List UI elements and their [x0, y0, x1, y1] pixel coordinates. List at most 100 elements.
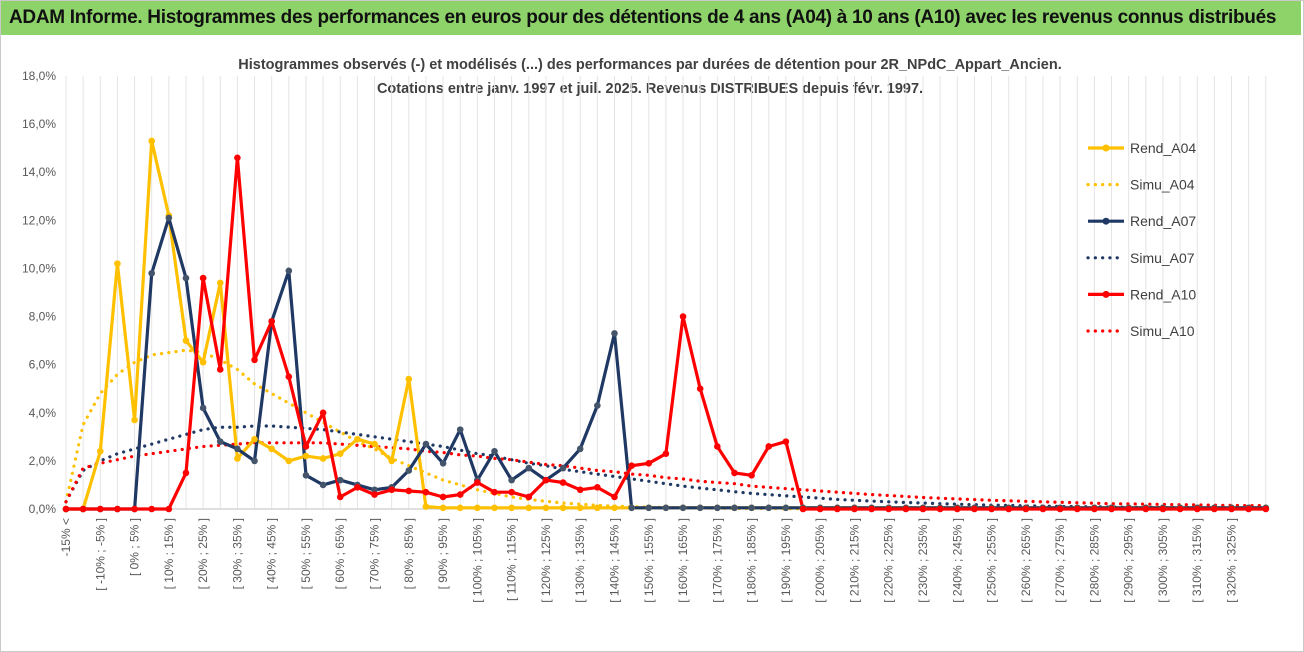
x-tick-label: [ 160% ; 165% ]: [676, 518, 690, 603]
data-point-rend_a10: [1005, 505, 1012, 513]
data-point-rend_a10: [525, 493, 533, 501]
data-point-rend_a10: [851, 505, 858, 513]
data-point-rend_a10: [1056, 505, 1064, 513]
data-point-rend_a10: [354, 484, 361, 491]
x-tick-label: [ 210% ; 215% ]: [847, 518, 861, 603]
data-point-rend_a07: [371, 486, 378, 494]
chart-subtitle: Cotations entre janv. 1997 et juil. 2025…: [377, 81, 923, 97]
data-point-rend_a04: [456, 504, 464, 512]
data-point-rend_a07: [405, 467, 413, 474]
data-point-rend_a10: [199, 274, 207, 282]
data-point-rend_a10: [731, 469, 738, 477]
data-point-rend_a10: [474, 479, 481, 486]
data-point-rend_a10: [491, 488, 498, 496]
data-point-rend_a07: [525, 464, 533, 472]
data-point-rend_a10: [594, 484, 601, 491]
data-point-rend_a10: [302, 443, 310, 450]
legend-label: Simu_A04: [1130, 177, 1195, 193]
data-point-rend_a07: [456, 426, 464, 433]
data-point-rend_a04: [268, 445, 275, 453]
data-point-rend_a04: [336, 450, 344, 457]
legend: Rend_A04 Simu_A04 Rend_A07 Simu_A07 Rend_A10…: [1086, 140, 1196, 339]
data-point-rend_a07: [199, 404, 207, 412]
data-point-rend_a10: [988, 505, 995, 513]
data-point-rend_a10: [885, 505, 893, 513]
data-point-rend_a07: [748, 504, 755, 512]
data-point-rend_a04: [576, 504, 584, 512]
y-tick-label: 2,0%: [29, 454, 57, 468]
x-tick-label: [ 200% ; 205% ]: [813, 518, 827, 603]
data-point-rend_a10: [1262, 505, 1270, 513]
data-point-rend_a10: [714, 443, 721, 450]
gridlines: [65, 76, 1267, 509]
data-point-rend_a10: [902, 505, 910, 513]
x-tick-label: [ 230% ; 235% ]: [916, 518, 930, 603]
data-point-rend_a07: [628, 504, 635, 512]
data-point-rend_a07: [576, 445, 584, 453]
data-point-rend_a10: [816, 505, 824, 513]
y-tick-label: 6,0%: [29, 358, 57, 372]
y-tick-label: 16,0%: [22, 117, 56, 131]
data-point-rend_a10: [662, 450, 670, 457]
series-markers: [62, 137, 1270, 513]
data-point-rend_a10: [422, 488, 430, 496]
data-point-rend_a07: [611, 330, 618, 337]
data-point-rend_a10: [319, 409, 327, 417]
data-point-rend_a04: [131, 416, 138, 424]
x-tick-label: [ 140% ; 145% ]: [607, 518, 621, 603]
data-point-rend_a10: [1176, 505, 1184, 513]
data-point-rend_a07: [645, 504, 653, 512]
data-point-rend_a10: [148, 505, 155, 513]
data-point-rend_a07: [422, 440, 430, 448]
data-point-rend_a04: [422, 503, 430, 510]
data-point-rend_a07: [148, 269, 155, 277]
data-point-rend_a10: [1091, 505, 1098, 513]
y-tick-label: 10,0%: [22, 261, 56, 275]
x-tick-label: [ 150% ; 155% ]: [642, 518, 656, 603]
legend-label: Simu_A07: [1130, 250, 1195, 266]
data-point-rend_a10: [748, 472, 755, 479]
data-point-rend_a10: [251, 356, 258, 364]
data-point-rend_a10: [679, 313, 687, 320]
x-tick-label: [ 220% ; 225% ]: [882, 518, 896, 603]
data-point-rend_a10: [765, 443, 773, 450]
legend-label: Rend_A10: [1130, 286, 1196, 302]
x-tick-label: -15% <: [59, 518, 73, 556]
y-tick-label: 18,0%: [22, 69, 56, 83]
x-tick-label: [ 250% ; 255% ]: [985, 518, 999, 603]
data-point-rend_a04: [611, 504, 618, 512]
x-tick-label: [ -10% ; -5% ]: [93, 518, 107, 591]
x-tick-label: [ 40% ; 45% ]: [265, 518, 279, 589]
x-tick-label: [ 90% ; 95% ]: [436, 518, 450, 589]
legend-label: Rend_A04: [1130, 140, 1196, 156]
data-point-rend_a04: [491, 504, 498, 512]
data-point-rend_a07: [302, 472, 310, 479]
data-point-rend_a04: [354, 435, 361, 443]
data-point-rend_a10: [182, 469, 190, 477]
data-point-rend_a07: [234, 445, 241, 453]
data-point-rend_a10: [868, 505, 875, 513]
data-point-rend_a07: [182, 274, 190, 282]
data-point-rend_a07: [714, 504, 721, 512]
data-point-rend_a10: [388, 486, 395, 494]
x-tick-label: [ 260% ; 265% ]: [1019, 518, 1033, 603]
legend-marker: [1102, 290, 1110, 298]
data-point-rend_a10: [576, 486, 584, 494]
report-title: ADAM Informe. Histogrammes des performan…: [9, 7, 1277, 28]
data-point-rend_a10: [1073, 505, 1081, 513]
data-point-rend_a10: [79, 505, 87, 513]
x-tick-label: [ 280% ; 285% ]: [1087, 518, 1101, 603]
data-point-rend_a10: [936, 505, 944, 513]
data-point-rend_a07: [285, 267, 293, 275]
legend-label: Rend_A07: [1130, 213, 1196, 229]
x-tick-label: [ 240% ; 245% ]: [950, 518, 964, 603]
data-point-rend_a04: [508, 504, 515, 512]
data-point-rend_a10: [799, 505, 807, 513]
data-point-rend_a10: [834, 505, 841, 513]
data-point-rend_a10: [1022, 505, 1030, 513]
x-tick-label: [ 270% ; 275% ]: [1053, 518, 1067, 603]
x-tick-label: [ 310% ; 315% ]: [1190, 518, 1204, 603]
data-point-rend_a10: [165, 505, 173, 513]
data-point-rend_a04: [234, 455, 241, 462]
